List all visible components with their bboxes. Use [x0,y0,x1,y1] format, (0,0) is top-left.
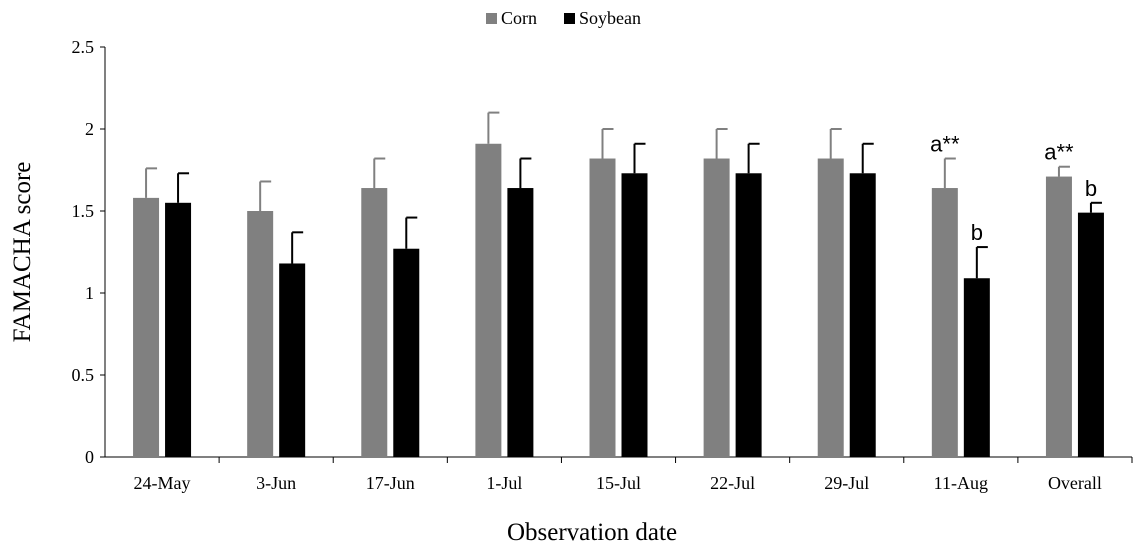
x-tick-label: Overall [1048,473,1102,493]
x-tick-label: 29-Jul [824,473,869,493]
x-tick-label: 11-Aug [934,473,988,493]
bar-corn [247,211,274,457]
y-tick-label: 1 [85,283,94,303]
bar-corn [931,188,958,458]
legend-swatch-soybean [564,13,575,24]
bar-corn [133,197,160,457]
legend-label-soybean: Soybean [579,8,641,28]
bar-corn [361,188,388,458]
bar-soybean [963,278,990,457]
y-tick-label: 1.5 [72,201,95,221]
x-tick-label: 3-Jun [256,473,296,493]
bar-corn [1045,176,1072,457]
x-axis-title: Observation date [507,519,677,546]
bar-soybean [393,248,420,457]
legend: Corn Soybean [486,8,641,28]
legend-swatch-corn [486,13,497,24]
bar-corn [475,143,502,457]
x-tick-label: 24-May [134,473,191,493]
bar-corn [817,158,844,457]
bar-soybean [621,173,648,457]
y-tick-label: 2.5 [72,37,95,57]
y-tick-label: 2 [85,119,94,139]
legend-label-corn: Corn [501,8,537,28]
bar-corn [589,158,616,457]
bar-soybean [735,173,762,457]
x-tick-label: 15-Jul [596,473,641,493]
bar-corn [703,158,730,457]
bar-soybean [165,202,192,457]
bar-soybean [507,188,534,458]
x-tick-label: 22-Jul [710,473,755,493]
y-tick-label: 0 [85,447,94,467]
significance-label: b [971,220,983,245]
y-tick-label: 0.5 [72,365,95,385]
significance-label: b [1085,176,1097,201]
significance-label: a** [930,132,960,157]
y-axis-title: FAMACHA score [9,162,36,343]
x-tick-label: 1-Jul [486,473,522,493]
x-tick-label: 17-Jun [366,473,415,493]
bar-soybean [279,263,306,457]
bar-soybean [1077,212,1104,457]
significance-label: a** [1044,140,1074,165]
bar-soybean [849,173,876,457]
plot-area: 0 0.5 1 1.5 2 2.5 24-May 3-Jun 17-Jun 1-Jul 15-Jul… [72,37,1133,493]
